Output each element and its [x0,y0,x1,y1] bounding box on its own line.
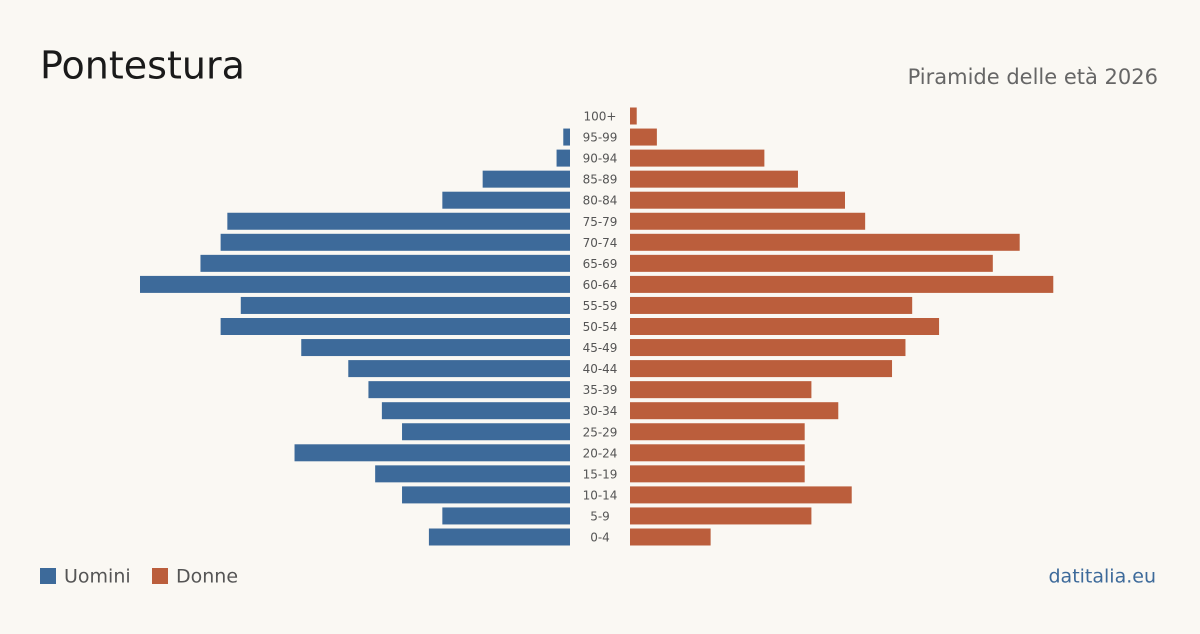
bar [140,275,570,293]
bar [240,296,570,314]
bar [630,296,913,314]
bar [630,339,906,357]
bar [630,423,805,441]
age-label: 80-84 [583,194,618,208]
bar [630,381,812,399]
age-label: 15-19 [583,467,618,481]
age-label: 30-34 [583,404,618,418]
bar [368,381,570,399]
bar [301,339,570,357]
age-label: 85-89 [583,173,618,187]
source: datitalia.eu [1049,566,1157,588]
age-label: 95-99 [583,131,618,145]
bar [630,528,711,546]
bar [375,465,570,483]
bar [630,254,993,272]
age-label: 100+ [584,110,617,124]
age-label: 35-39 [583,383,618,397]
bar [630,233,1020,251]
bar [348,360,570,378]
age-label: 25-29 [583,425,618,439]
bar [294,444,570,462]
bar [220,233,570,251]
bar [630,170,798,188]
age-label: 20-24 [583,446,618,460]
bar [630,360,893,378]
age-label: 50-54 [583,320,618,334]
bar [200,254,570,272]
bar [630,275,1054,293]
bar [442,191,570,209]
chart-title: Pontestura [40,44,245,88]
age-label: 65-69 [583,257,618,271]
bar [220,318,570,335]
bar [630,191,845,209]
bar [402,486,570,504]
bar [630,318,940,335]
bar [630,465,805,483]
bar [556,149,570,167]
bar [630,128,657,146]
age-label: 55-59 [583,299,618,313]
bar [381,402,570,420]
age-label: 60-64 [583,278,618,292]
age-label: 75-79 [583,215,618,229]
age-label: 0-4 [590,531,610,545]
bar [630,486,852,504]
age-label: 70-74 [583,236,618,250]
legend-swatch [152,568,168,584]
age-label: 45-49 [583,341,618,355]
bar [630,444,805,462]
bar [630,507,812,525]
age-label: 10-14 [583,488,618,502]
legend-label: Uomini [64,566,131,588]
bar [630,149,765,167]
bar [630,402,839,420]
bar [630,107,637,125]
bar [563,128,570,146]
bar [428,528,570,546]
bar [630,212,866,230]
bar [227,212,570,230]
legend-swatch [40,568,56,584]
age-label: 40-44 [583,362,618,376]
age-label: 90-94 [583,152,618,166]
chart-subtitle: Piramide delle età 2026 [908,65,1158,89]
bar [442,507,570,525]
age-label: 5-9 [590,509,610,523]
bar [482,170,570,188]
bar [402,423,570,441]
legend-label: Donne [176,566,238,588]
